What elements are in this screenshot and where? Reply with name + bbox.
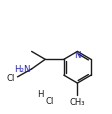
Text: Cl: Cl [45,96,53,105]
Text: CH₃: CH₃ [69,97,84,106]
Text: H: H [37,89,44,98]
Text: Cl: Cl [7,73,15,82]
Text: N: N [73,50,80,59]
Text: H₂N: H₂N [14,65,31,74]
